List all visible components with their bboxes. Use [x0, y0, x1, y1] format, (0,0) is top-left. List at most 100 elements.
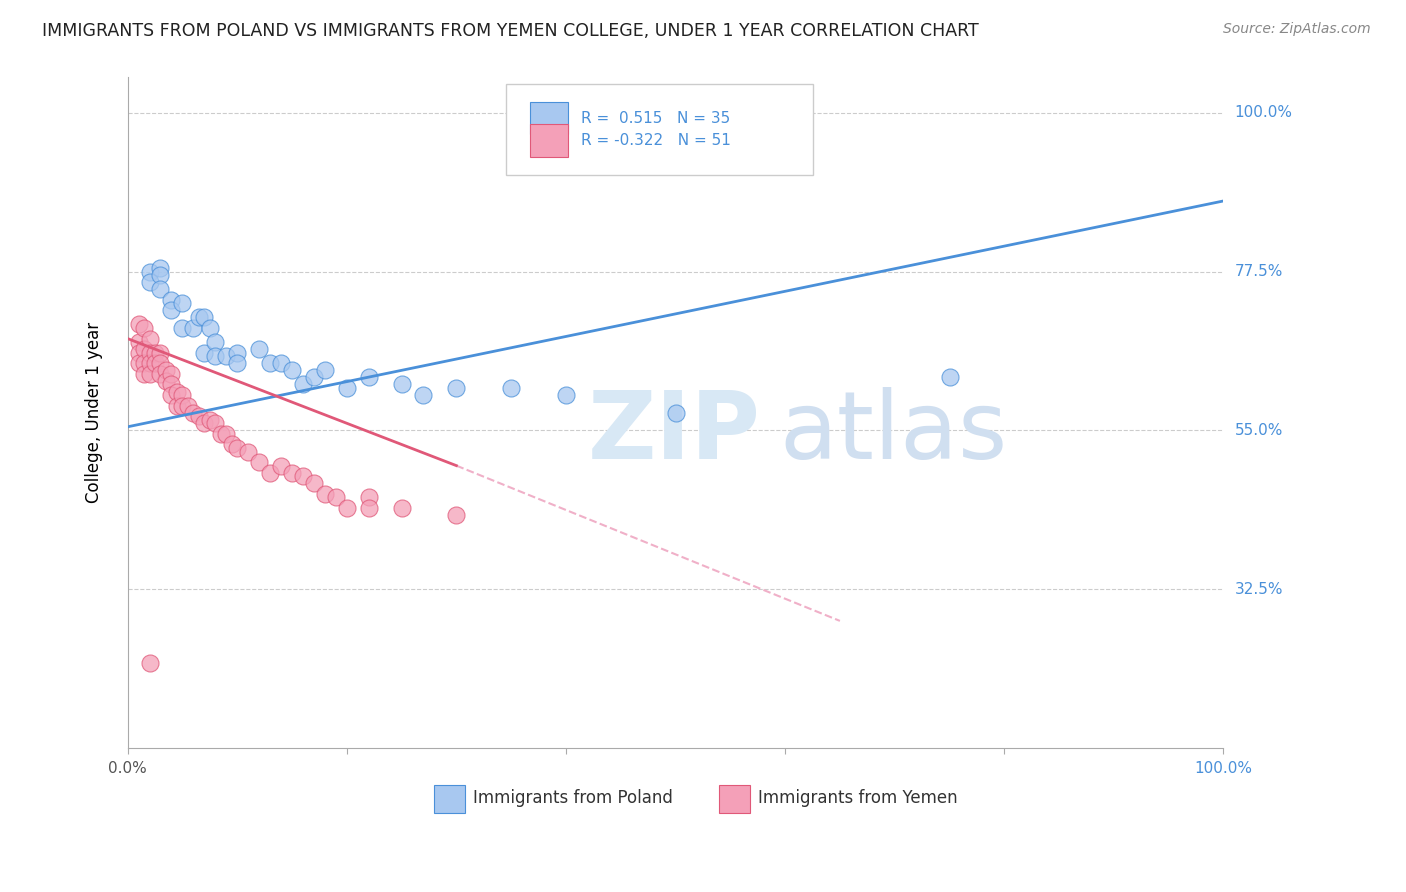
Point: [204, 417, 226, 431]
Text: 32.5%: 32.5%: [1234, 582, 1284, 597]
Point: [160, 377, 183, 392]
Point: [204, 335, 226, 350]
Point: [291, 469, 314, 483]
Point: [302, 476, 325, 491]
Point: [155, 374, 177, 388]
Point: [149, 345, 172, 359]
Point: [143, 345, 166, 359]
Text: Source: ZipAtlas.com: Source: ZipAtlas.com: [1223, 22, 1371, 37]
Point: [149, 356, 172, 370]
Point: [391, 377, 413, 392]
Text: Immigrants from Yemen: Immigrants from Yemen: [758, 789, 957, 807]
Point: [664, 406, 686, 420]
Point: [172, 321, 194, 335]
Text: 100.0%: 100.0%: [1195, 761, 1253, 776]
Point: [314, 363, 336, 377]
Point: [259, 466, 281, 480]
Point: [336, 381, 359, 395]
Point: [446, 381, 468, 395]
Point: [128, 335, 150, 350]
Bar: [720, 785, 749, 813]
Point: [215, 349, 238, 363]
Point: [226, 345, 249, 359]
Point: [247, 342, 270, 356]
Point: [281, 363, 304, 377]
Point: [391, 500, 413, 515]
Text: 55.0%: 55.0%: [1234, 423, 1282, 438]
Point: [177, 399, 200, 413]
Point: [128, 318, 150, 332]
Point: [187, 409, 209, 424]
Point: [193, 417, 215, 431]
Point: [555, 388, 578, 402]
Point: [302, 370, 325, 384]
Point: [160, 388, 183, 402]
Point: [938, 370, 960, 384]
Point: [446, 508, 468, 522]
Point: [149, 367, 172, 381]
Point: [138, 356, 160, 370]
Point: [132, 321, 155, 335]
Point: [236, 444, 259, 458]
Point: [187, 310, 209, 325]
Point: [128, 345, 150, 359]
Text: 0.0%: 0.0%: [108, 761, 148, 776]
Point: [247, 455, 270, 469]
Point: [281, 466, 304, 480]
Point: [160, 293, 183, 307]
Point: [138, 345, 160, 359]
Point: [226, 441, 249, 455]
Point: [160, 367, 183, 381]
Point: [138, 367, 160, 381]
Point: [259, 356, 281, 370]
Point: [209, 426, 232, 441]
Point: [128, 356, 150, 370]
Point: [143, 356, 166, 370]
Point: [172, 296, 194, 310]
Point: [501, 381, 523, 395]
Bar: [530, 103, 568, 135]
Point: [138, 264, 160, 278]
Text: 77.5%: 77.5%: [1234, 264, 1282, 279]
Point: [166, 399, 188, 413]
Text: ZIP: ZIP: [588, 387, 761, 479]
Point: [221, 437, 243, 451]
Point: [291, 377, 314, 392]
Point: [132, 356, 155, 370]
Point: [172, 388, 194, 402]
Point: [336, 500, 359, 515]
Bar: [434, 785, 465, 813]
Point: [160, 303, 183, 318]
Point: [314, 487, 336, 501]
Point: [204, 349, 226, 363]
Y-axis label: College, Under 1 year: College, Under 1 year: [86, 322, 103, 503]
Point: [357, 500, 380, 515]
Point: [149, 268, 172, 282]
Point: [226, 356, 249, 370]
Point: [149, 282, 172, 296]
Point: [215, 426, 238, 441]
Point: [198, 413, 221, 427]
Point: [325, 491, 347, 505]
Point: [412, 388, 434, 402]
Text: R = -0.322   N = 51: R = -0.322 N = 51: [581, 133, 731, 148]
Text: IMMIGRANTS FROM POLAND VS IMMIGRANTS FROM YEMEN COLLEGE, UNDER 1 YEAR CORRELATIO: IMMIGRANTS FROM POLAND VS IMMIGRANTS FRO…: [42, 22, 979, 40]
Text: R =  0.515   N = 35: R = 0.515 N = 35: [581, 111, 731, 126]
Point: [166, 384, 188, 399]
Bar: [530, 124, 568, 157]
Text: atlas: atlas: [780, 387, 1008, 479]
Text: Immigrants from Poland: Immigrants from Poland: [472, 789, 672, 807]
Point: [198, 321, 221, 335]
Point: [193, 310, 215, 325]
Point: [183, 406, 205, 420]
Text: 100.0%: 100.0%: [1234, 105, 1292, 120]
Point: [193, 345, 215, 359]
Point: [183, 321, 205, 335]
Point: [138, 275, 160, 289]
Point: [270, 356, 292, 370]
Point: [172, 399, 194, 413]
Point: [138, 657, 160, 671]
Point: [132, 342, 155, 356]
Point: [149, 260, 172, 275]
Point: [155, 363, 177, 377]
